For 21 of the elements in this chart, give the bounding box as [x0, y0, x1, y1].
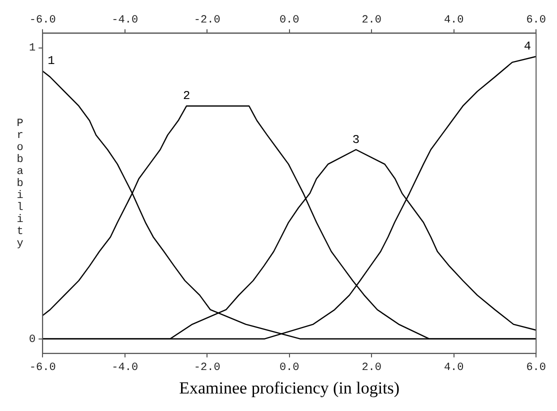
x-tick-label: -2.0 — [194, 14, 220, 27]
y-axis-title: Probability — [13, 118, 27, 250]
series-label: 1 — [48, 54, 55, 68]
x2-tick-label: 6.0 — [526, 362, 546, 374]
x2-tick-label: 4.0 — [444, 362, 464, 374]
x-tick-label: -6.0 — [29, 14, 56, 27]
x-tick-label: 6.0 — [526, 14, 546, 27]
x-tick-label: 0.0 — [279, 14, 300, 27]
series-label: 3 — [352, 132, 360, 147]
x-tick-label: -4.0 — [112, 14, 138, 27]
x2-tick-label: 0.0 — [279, 362, 300, 374]
series-label: 2 — [182, 89, 190, 104]
y-tick-label: 0 — [28, 334, 36, 346]
series-label: 4 — [524, 40, 532, 54]
x2-tick-label: -4.0 — [112, 362, 138, 374]
x-tick-label: 2.0 — [362, 14, 382, 27]
x2-tick-label: 2.0 — [362, 362, 382, 374]
x-axis-title: Examinee proficiency (in logits) — [179, 378, 400, 398]
x2-tick-label: -6.0 — [29, 362, 56, 374]
x-tick-label: 4.0 — [444, 14, 464, 27]
x2-tick-label: -2.0 — [194, 362, 220, 374]
